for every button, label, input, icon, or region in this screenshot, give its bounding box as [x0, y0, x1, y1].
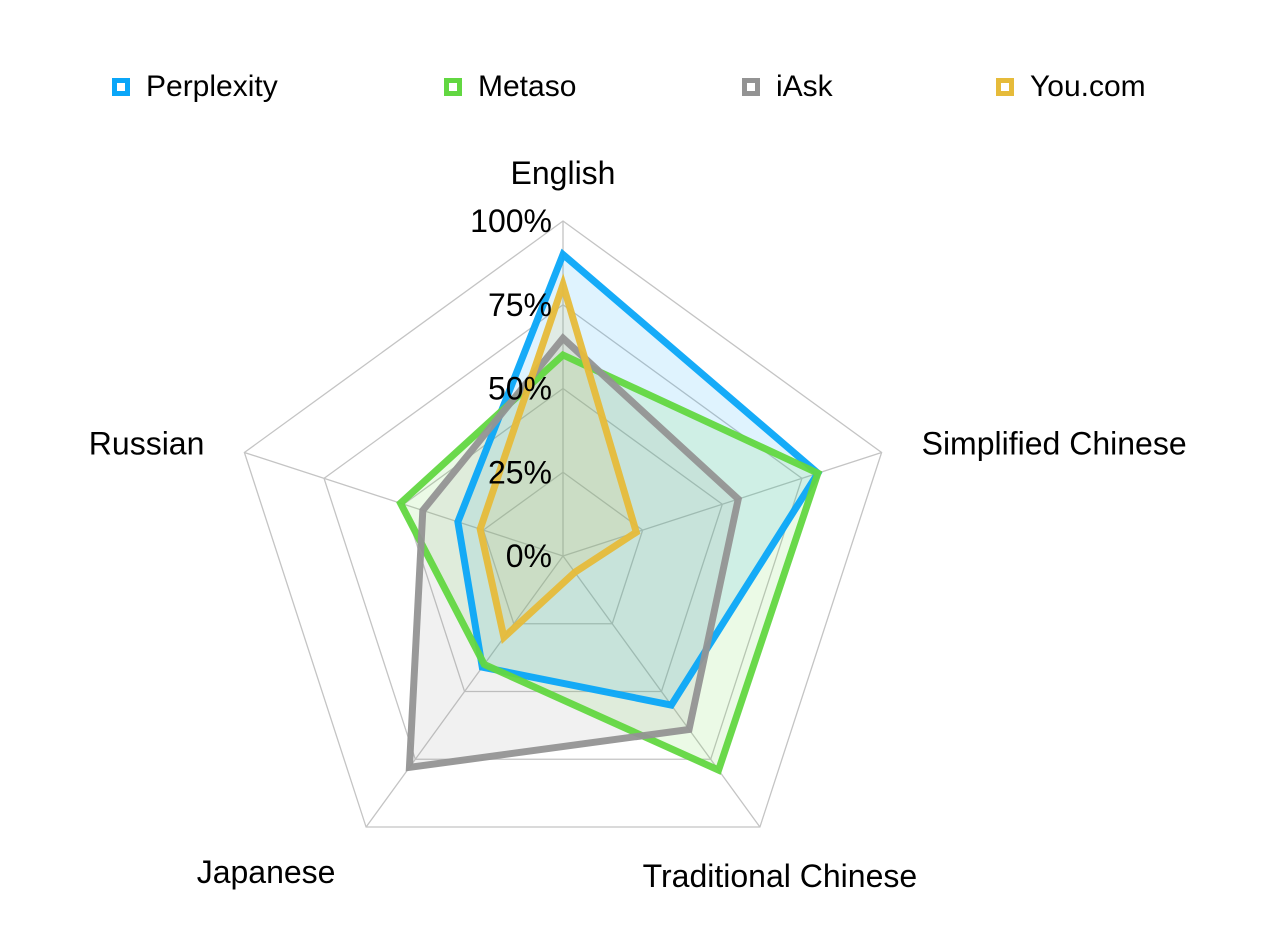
- legend-swatch-youcom: [996, 78, 1014, 96]
- legend-item-metaso: Metaso: [444, 62, 576, 112]
- legend-swatch-metaso: [444, 78, 462, 96]
- radial-tick-label-0: 0%: [506, 538, 552, 574]
- axis-label-simplified-chinese: Simplified Chinese: [922, 425, 1187, 461]
- axis-label-russian: Russian: [89, 425, 205, 461]
- series-line-metaso: [396, 350, 823, 775]
- axis-label-japanese: Japanese: [197, 854, 336, 890]
- radial-tick-label-100: 100%: [470, 203, 552, 239]
- axis-spoke-simplified-chinese: [562, 451, 882, 557]
- series-line-perplexity: [454, 248, 823, 709]
- axis-label-english: English: [511, 155, 616, 191]
- legend-item-youcom: You.com: [996, 62, 1146, 112]
- series-line-iask: [405, 333, 743, 772]
- legend-label-metaso: Metaso: [478, 70, 577, 103]
- legend-label-iask: iAsk: [776, 70, 833, 103]
- radial-tick-label-50: 50%: [488, 371, 552, 407]
- radial-tick-label-75: 75%: [488, 287, 552, 323]
- legend-item-iask: iAsk: [742, 62, 833, 112]
- grid-ring-50: [402, 387, 724, 693]
- axis-label-traditional-chinese: Traditional Chinese: [643, 858, 918, 894]
- radial-tick-label-25: 25%: [488, 454, 552, 490]
- axis-spoke-traditional-chinese: [562, 555, 761, 828]
- legend-swatch-perplexity: [112, 78, 130, 96]
- legend-label-perplexity: Perplexity: [146, 70, 278, 103]
- axis-spoke-japanese: [365, 555, 564, 828]
- series-line-you-com: [476, 273, 641, 644]
- chart-legend: Perplexity Metaso iAsk You.com: [0, 62, 1280, 112]
- legend-swatch-iask: [742, 78, 760, 96]
- legend-label-youcom: You.com: [1030, 70, 1146, 103]
- grid-ring-100: [243, 220, 883, 828]
- legend-item-perplexity: Perplexity: [112, 62, 278, 112]
- series-fill-you-com: [480, 284, 637, 638]
